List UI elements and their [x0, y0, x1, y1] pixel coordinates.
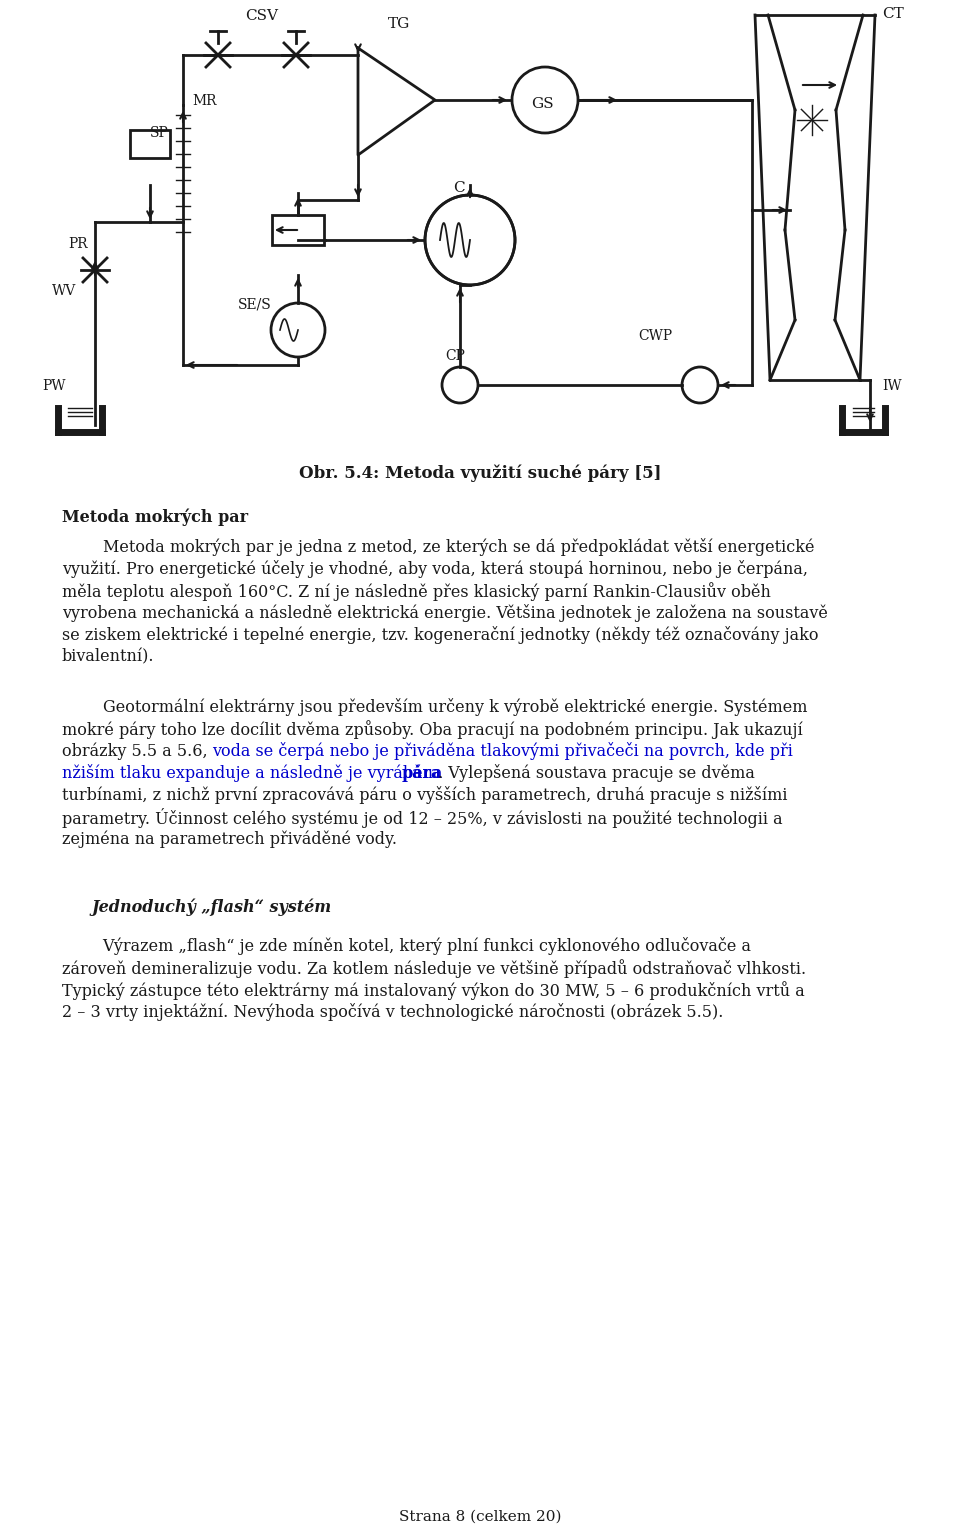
- Text: PW: PW: [42, 379, 65, 392]
- Text: zejména na parametrech přiváděné vody.: zejména na parametrech přiváděné vody.: [62, 830, 397, 848]
- Text: CT: CT: [882, 8, 903, 22]
- Text: voda se čerpá nebo je přiváděna tlakovými přivačeči na povrch, kde při: voda se čerpá nebo je přiváděna tlakovým…: [212, 742, 793, 760]
- Text: MR: MR: [192, 94, 217, 108]
- Text: obrázky 5.5 a 5.6,: obrázky 5.5 a 5.6,: [62, 742, 213, 760]
- Text: CWP: CWP: [638, 329, 672, 343]
- Text: Geotormální elektrárny jsou především určeny k výrobě elektrické energie. Systém: Geotormální elektrárny jsou především ur…: [62, 699, 807, 716]
- Text: Jednoduchý „flash“ systém: Jednoduchý „flash“ systém: [92, 899, 332, 917]
- Text: Obr. 5.4: Metoda využití suché páry [5]: Obr. 5.4: Metoda využití suché páry [5]: [299, 465, 661, 483]
- Text: zároveň demineralizuje vodu. Za kotlem následuje ve většině případů odstraňovač : zároveň demineralizuje vodu. Za kotlem n…: [62, 959, 806, 977]
- Text: turbínami, z nichž první zpracovává páru o vyšších parametrech, druhá pracuje s : turbínami, z nichž první zpracovává páru…: [62, 786, 787, 803]
- Text: mokré páry toho lze docílit dvěma způsoby. Oba pracují na podobném principu. Jak: mokré páry toho lze docílit dvěma způsob…: [62, 720, 803, 739]
- Bar: [130, 129, 170, 159]
- Text: . Vylepšená soustava pracuje se dvěma: . Vylepšená soustava pracuje se dvěma: [438, 763, 755, 782]
- Text: C: C: [453, 182, 465, 195]
- Text: TG: TG: [388, 17, 410, 31]
- Text: pára: pára: [402, 763, 443, 782]
- Text: Typický zástupce této elektrárny má instalovaný výkon do 30 MW, 5 – 6 produkčníc: Typický zástupce této elektrárny má inst…: [62, 980, 804, 1000]
- Text: SP: SP: [150, 126, 169, 140]
- Text: měla teplotu alespoň 160°C. Z ní je následně přes klasický parní Rankin-Clausiův: měla teplotu alespoň 160°C. Z ní je násl…: [62, 582, 771, 600]
- Text: CSV: CSV: [245, 9, 278, 23]
- Text: SE/S: SE/S: [238, 297, 272, 311]
- Text: Metoda mokrých par: Metoda mokrých par: [62, 508, 248, 525]
- Text: CP: CP: [445, 349, 465, 363]
- Text: Metoda mokrých par je jedna z metod, ze kterých se dá předpokládat větší energet: Metoda mokrých par je jedna z metod, ze …: [62, 539, 814, 556]
- Text: parametry. Účinnost celého systému je od 12 – 25%, v závislosti na použité techn: parametry. Účinnost celého systému je od…: [62, 808, 782, 828]
- Text: nžiším tlaku expanduje a následně je vyráběna: nžiším tlaku expanduje a následně je vyr…: [62, 763, 447, 782]
- Bar: [272, 215, 324, 245]
- Text: IW: IW: [882, 379, 901, 392]
- Text: GS: GS: [531, 97, 554, 111]
- Text: PR: PR: [68, 237, 87, 251]
- Text: vyrobena mechanická a následně elektrická energie. Většina jednotek je založena : vyrobena mechanická a následně elektrick…: [62, 603, 828, 622]
- Text: Strana 8 (celkem 20): Strana 8 (celkem 20): [398, 1510, 562, 1524]
- Text: se ziskem elektrické i tepelné energie, tzv. kogenerační jednotky (někdy též ozn: se ziskem elektrické i tepelné energie, …: [62, 626, 819, 643]
- Text: bivalentní).: bivalentní).: [62, 648, 155, 665]
- Text: využití. Pro energetické účely je vhodné, aby voda, která stoupá horninou, nebo : využití. Pro energetické účely je vhodné…: [62, 560, 808, 579]
- Text: Výrazem „flash“ je zde míněn kotel, který plní funkci cyklonového odlučovače a: Výrazem „flash“ je zde míněn kotel, kter…: [62, 937, 751, 956]
- Text: WV: WV: [52, 285, 76, 299]
- Text: 2 – 3 vrty injektážní. Nevýhoda spočívá v technologické náročnosti (obrázek 5.5): 2 – 3 vrty injektážní. Nevýhoda spočívá …: [62, 1003, 724, 1020]
